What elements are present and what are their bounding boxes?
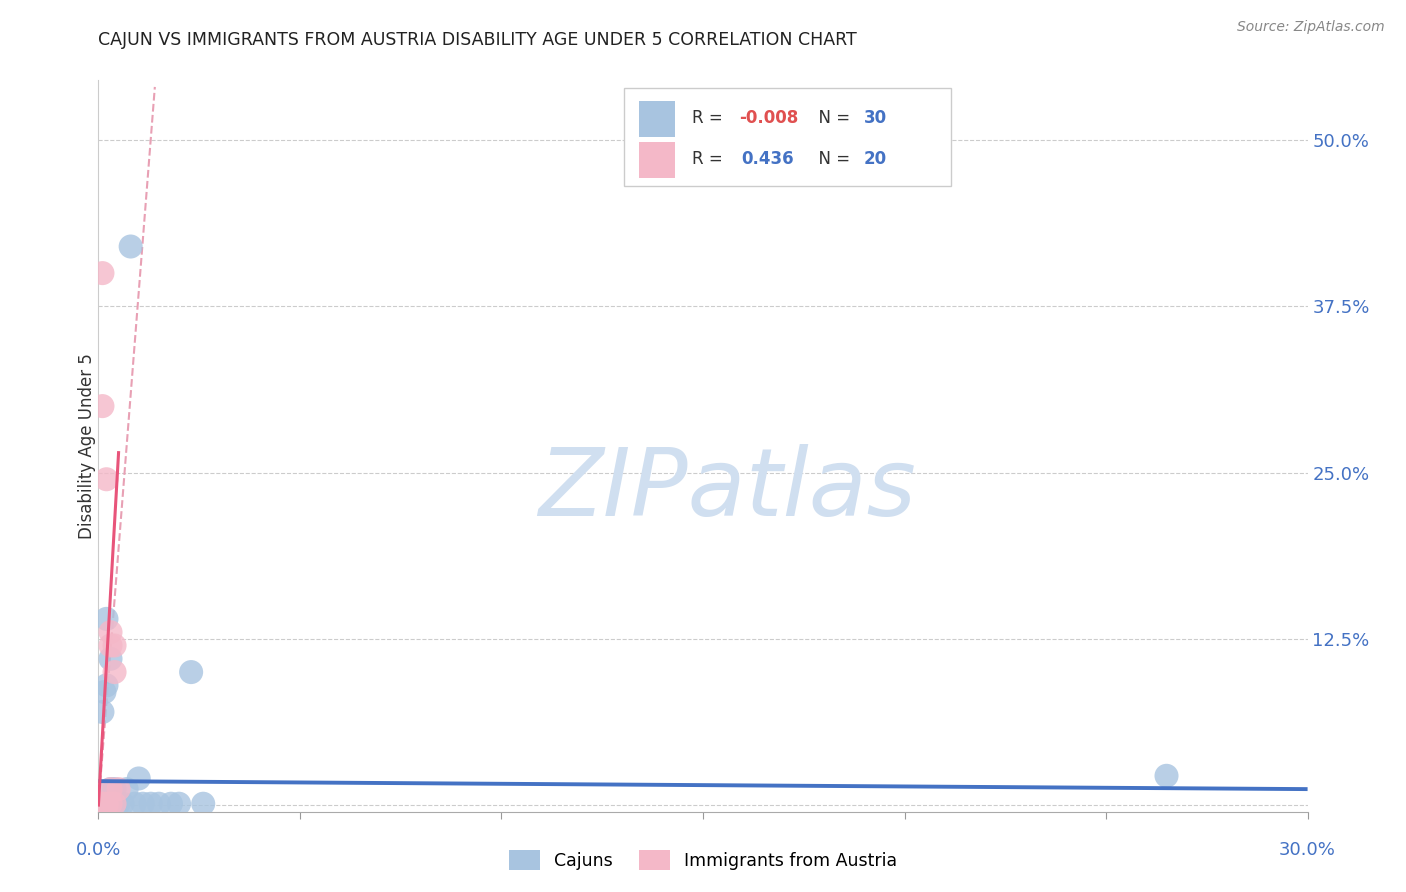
Text: 0.436: 0.436 <box>742 150 794 168</box>
Point <box>1156 769 1178 783</box>
Point <box>91 797 114 811</box>
Point <box>115 782 138 797</box>
Point <box>96 612 118 626</box>
Point <box>167 797 190 811</box>
Legend: Cajuns, Immigrants from Austria: Cajuns, Immigrants from Austria <box>501 841 905 879</box>
Text: 30.0%: 30.0% <box>1279 841 1336 859</box>
Point <box>96 797 118 811</box>
Point <box>87 797 110 811</box>
Point <box>91 797 114 811</box>
Point <box>91 797 114 811</box>
Text: -0.008: -0.008 <box>740 109 799 127</box>
Text: 0.0%: 0.0% <box>76 841 121 859</box>
Point <box>100 782 122 797</box>
Point <box>87 797 110 811</box>
Point <box>91 798 114 813</box>
Text: N =: N = <box>808 109 856 127</box>
Point <box>100 782 122 797</box>
Point <box>107 782 129 797</box>
Text: R =: R = <box>692 109 728 127</box>
Point <box>103 797 125 811</box>
Point <box>91 399 114 413</box>
Point <box>87 797 110 811</box>
Point <box>87 798 110 813</box>
Point <box>180 665 202 679</box>
FancyBboxPatch shape <box>624 87 950 186</box>
Point <box>100 652 122 666</box>
Point <box>87 797 110 811</box>
Point <box>111 797 134 811</box>
Text: CAJUN VS IMMIGRANTS FROM AUSTRIA DISABILITY AGE UNDER 5 CORRELATION CHART: CAJUN VS IMMIGRANTS FROM AUSTRIA DISABIL… <box>98 31 858 49</box>
Point <box>87 798 110 813</box>
Point <box>93 685 115 699</box>
Point <box>103 797 125 811</box>
FancyBboxPatch shape <box>638 102 675 136</box>
Text: 20: 20 <box>863 150 887 168</box>
Text: Source: ZipAtlas.com: Source: ZipAtlas.com <box>1237 20 1385 34</box>
Point <box>120 239 142 253</box>
Text: N =: N = <box>808 150 856 168</box>
Point <box>148 797 170 811</box>
Point <box>193 797 215 811</box>
Point <box>91 798 114 813</box>
Text: ZIPatlas: ZIPatlas <box>538 444 917 535</box>
FancyBboxPatch shape <box>638 143 675 178</box>
Point <box>107 797 129 811</box>
Point <box>124 797 146 811</box>
Point <box>96 798 118 813</box>
Point <box>160 797 183 811</box>
Text: R =: R = <box>692 150 734 168</box>
Text: 30: 30 <box>863 109 887 127</box>
Point <box>91 798 114 813</box>
Point <box>103 665 125 679</box>
Point <box>96 798 118 813</box>
Point <box>87 797 110 811</box>
Point <box>103 782 125 797</box>
Point <box>87 798 110 813</box>
Point <box>100 797 122 811</box>
Point <box>128 772 150 786</box>
Point <box>91 266 114 280</box>
Y-axis label: Disability Age Under 5: Disability Age Under 5 <box>79 353 96 539</box>
Point <box>100 625 122 640</box>
Point <box>132 797 155 811</box>
Point <box>96 678 118 692</box>
Point <box>139 797 162 811</box>
Point <box>96 472 118 486</box>
Point <box>91 705 114 719</box>
Point <box>100 639 122 653</box>
Point <box>103 639 125 653</box>
